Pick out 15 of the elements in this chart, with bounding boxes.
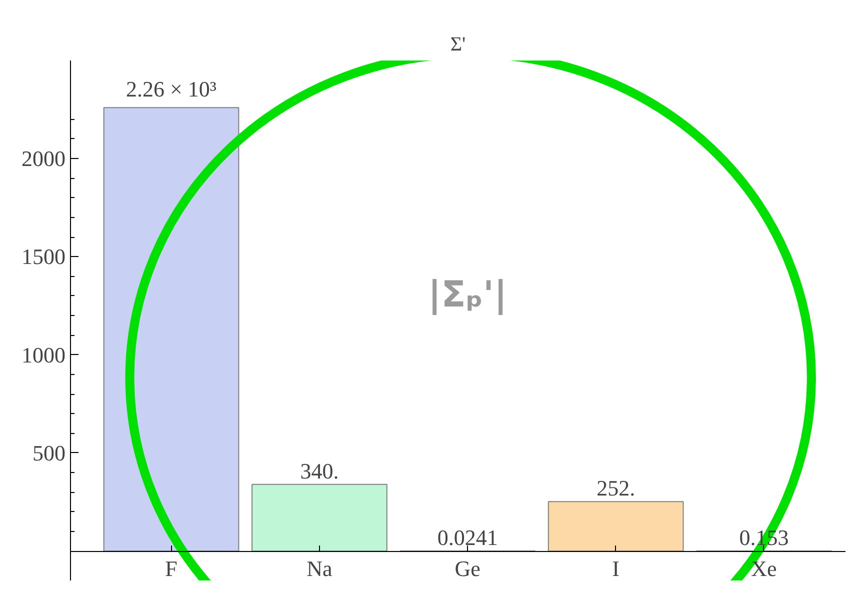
y-tick-label: 1000 xyxy=(22,342,66,368)
x-tick-label: F xyxy=(165,556,178,582)
x-tick-label: I xyxy=(612,556,620,582)
y-tick-label: 500 xyxy=(32,440,66,466)
x-tick-label: Ge xyxy=(454,556,480,582)
y-tick-label: 1500 xyxy=(22,244,66,270)
data-label: 340. xyxy=(300,458,339,484)
y-tick-label: 2000 xyxy=(22,146,66,172)
data-label: 2.26 × 10³ xyxy=(126,76,217,102)
data-label: 0.0241 xyxy=(437,525,498,550)
chart-title: Σ' xyxy=(450,34,466,56)
data-label: 252. xyxy=(596,476,636,501)
annotation: |Σₚ'| xyxy=(428,274,508,316)
x-tick-label: Na xyxy=(306,556,333,582)
x-tick-label: Xe xyxy=(751,556,777,582)
